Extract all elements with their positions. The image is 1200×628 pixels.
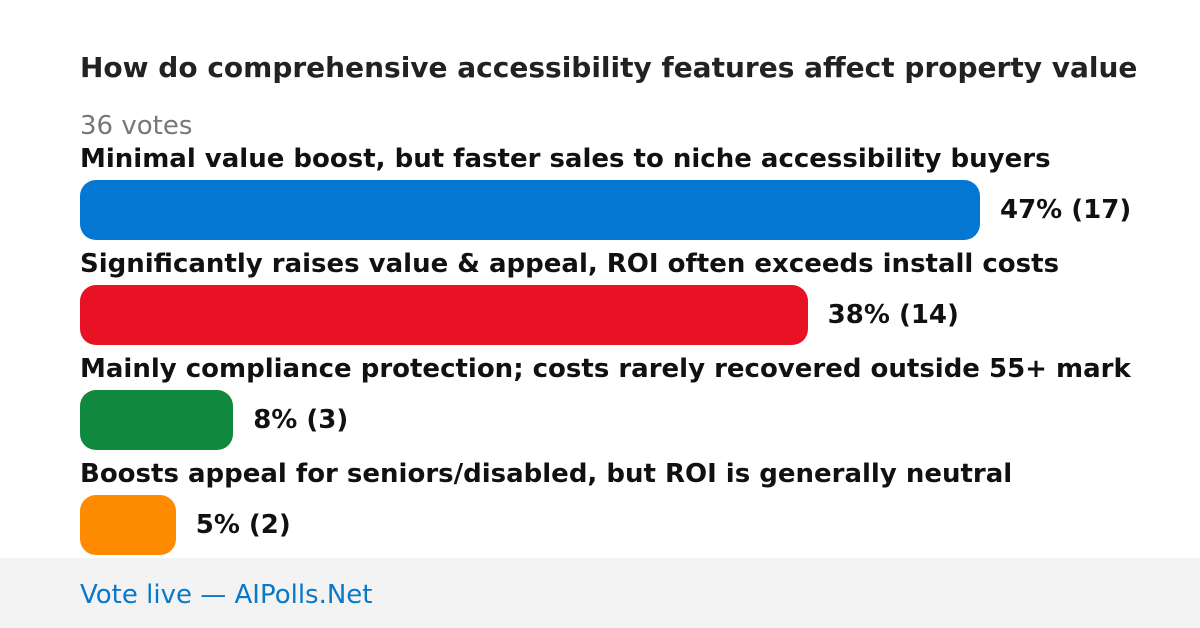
vote-count: 36 votes <box>80 111 193 141</box>
result-bar <box>80 495 176 555</box>
result-bar <box>80 390 234 450</box>
option-label: Minimal value boost, but faster sales to… <box>80 144 1051 174</box>
option-label: Boosts appeal for seniors/disabled, but … <box>80 459 1013 489</box>
option-label: Mainly compliance protection; costs rare… <box>80 354 1131 384</box>
result-label: 38% (14) <box>827 300 959 330</box>
option-label: Significantly raises value & appeal, ROI… <box>80 249 1060 279</box>
footer-band <box>0 558 1200 628</box>
result-bar <box>80 180 980 240</box>
result-label: 47% (17) <box>1000 195 1132 225</box>
result-label: 8% (3) <box>253 405 349 435</box>
poll-title: How do comprehensive accessibility featu… <box>80 51 1138 84</box>
result-bar <box>80 285 808 345</box>
footer-link[interactable]: Vote live — AIPolls.Net <box>80 580 373 610</box>
result-label: 5% (2) <box>195 510 291 540</box>
